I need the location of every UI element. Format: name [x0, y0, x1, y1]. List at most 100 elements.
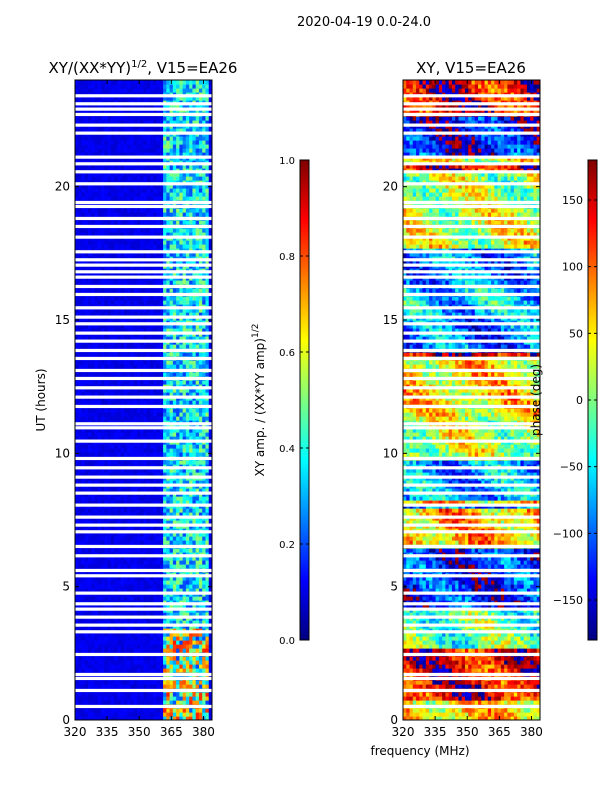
- heatmap-cell: [75, 680, 79, 685]
- heatmap-cell: [176, 660, 180, 665]
- heatmap-cell: [130, 388, 135, 393]
- heatmap-cell: [156, 260, 161, 265]
- heatmap-cell: [117, 580, 122, 585]
- heatmap-cell: [208, 576, 212, 581]
- heatmap-cell: [91, 696, 96, 701]
- heatmap-cell: [110, 400, 115, 405]
- heatmap-cell: [179, 636, 184, 641]
- heatmap-cell: [205, 272, 210, 277]
- heatmap-cell: [205, 512, 210, 517]
- heatmap-cell: [179, 576, 184, 581]
- heatmap-cell: [208, 308, 212, 313]
- heatmap-cell: [130, 604, 135, 609]
- heatmap-cell: [176, 280, 180, 285]
- heatmap-cell: [107, 664, 112, 669]
- heatmap-cell: [146, 308, 151, 313]
- heatmap-cell: [195, 428, 200, 433]
- heatmap-cell: [123, 532, 128, 537]
- heatmap-cell: [195, 636, 200, 641]
- heatmap-cell: [176, 576, 180, 581]
- heatmap-cell: [75, 692, 79, 697]
- heatmap-cell: [202, 308, 207, 313]
- heatmap-cell: [120, 660, 125, 665]
- heatmap-cell: [133, 576, 138, 581]
- heatmap-cell: [150, 584, 154, 589]
- heatmap-cell: [123, 308, 128, 313]
- heatmap-cell: [75, 272, 79, 277]
- heatmap-cell: [104, 700, 109, 705]
- heatmap-cell: [133, 548, 138, 553]
- heatmap-cell: [88, 392, 92, 397]
- heatmap-cell: [156, 408, 161, 413]
- heatmap-cell: [146, 648, 151, 653]
- heatmap-cell: [120, 448, 125, 453]
- heatmap-cell: [202, 632, 207, 637]
- heatmap-cell: [176, 400, 180, 405]
- heatmap-cell: [156, 696, 161, 701]
- heatmap-cell: [169, 288, 174, 293]
- heatmap-cell: [81, 656, 86, 661]
- heatmap-cell: [110, 244, 115, 249]
- heatmap-cell: [153, 540, 158, 545]
- heatmap-cell: [185, 352, 190, 357]
- heatmap-cell: [75, 412, 79, 417]
- heatmap-cell: [123, 444, 128, 449]
- heatmap-cell: [84, 664, 89, 669]
- heatmap-cell: [88, 536, 92, 541]
- heatmap-cell: [75, 656, 79, 661]
- heatmap-cell: [156, 716, 161, 720]
- heatmap-cell: [176, 716, 180, 720]
- heatmap-cell: [81, 716, 86, 720]
- heatmap-cell: [192, 468, 197, 473]
- heatmap-cell: [117, 636, 122, 641]
- heatmap-cell: [78, 472, 83, 477]
- heatmap-cell: [88, 472, 92, 477]
- heatmap-cell: [153, 700, 158, 705]
- heatmap-cell: [150, 548, 154, 553]
- heatmap-cell: [136, 392, 141, 397]
- heatmap-cell: [176, 564, 180, 569]
- heatmap-cell: [156, 712, 161, 717]
- heatmap-cell: [163, 640, 167, 645]
- heatmap-cell: [146, 444, 151, 449]
- heatmap-cell: [136, 480, 141, 485]
- heatmap-cell: [88, 488, 92, 493]
- heatmap-cell: [146, 700, 151, 705]
- heatmap-cell: [114, 308, 118, 313]
- heatmap-cell: [153, 380, 158, 385]
- heatmap-cell: [84, 500, 89, 505]
- heatmap-cell: [195, 668, 200, 673]
- heatmap-cell: [130, 272, 135, 277]
- heatmap-cell: [78, 532, 83, 537]
- heatmap-cell: [114, 536, 118, 541]
- heatmap-cell: [107, 436, 112, 441]
- heatmap-cell: [185, 244, 190, 249]
- heatmap-cell: [133, 436, 138, 441]
- heatmap-cell: [208, 640, 212, 645]
- heatmap-cell: [185, 636, 190, 641]
- heatmap-cell: [195, 588, 200, 593]
- heatmap-cell: [185, 416, 190, 421]
- heatmap-cell: [153, 296, 158, 301]
- heatmap-cell: [182, 412, 187, 417]
- heatmap-cell: [146, 660, 151, 665]
- heatmap-cell: [176, 604, 180, 609]
- heatmap-cell: [169, 668, 174, 673]
- heatmap-cell: [84, 432, 89, 437]
- heatmap-cell: [140, 344, 145, 349]
- heatmap-cell: [97, 300, 102, 305]
- heatmap-cell: [101, 288, 105, 293]
- heatmap-cell: [110, 336, 115, 341]
- heatmap-cell: [195, 520, 200, 525]
- heatmap-cell: [150, 372, 154, 377]
- heatmap-cell: [198, 496, 203, 501]
- heatmap-cell: [117, 564, 122, 569]
- heatmap-cell: [182, 436, 187, 441]
- heatmap-cell: [97, 324, 102, 329]
- heatmap-cell: [159, 288, 164, 293]
- heatmap-cell: [101, 648, 105, 653]
- heatmap-cell: [107, 584, 112, 589]
- heatmap-cell: [176, 632, 180, 637]
- heatmap-cell: [114, 700, 118, 705]
- heatmap-cell: [143, 300, 148, 305]
